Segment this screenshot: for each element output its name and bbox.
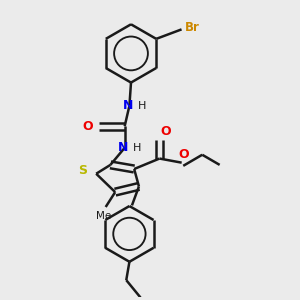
Text: N: N <box>123 99 133 112</box>
Text: N: N <box>118 141 128 154</box>
Text: O: O <box>160 125 171 138</box>
Text: S: S <box>78 164 87 177</box>
Text: H: H <box>138 101 146 111</box>
Text: Br: Br <box>185 21 200 34</box>
Text: H: H <box>133 143 142 153</box>
Text: O: O <box>82 120 93 133</box>
Text: O: O <box>178 148 189 161</box>
Text: Me: Me <box>97 212 112 221</box>
